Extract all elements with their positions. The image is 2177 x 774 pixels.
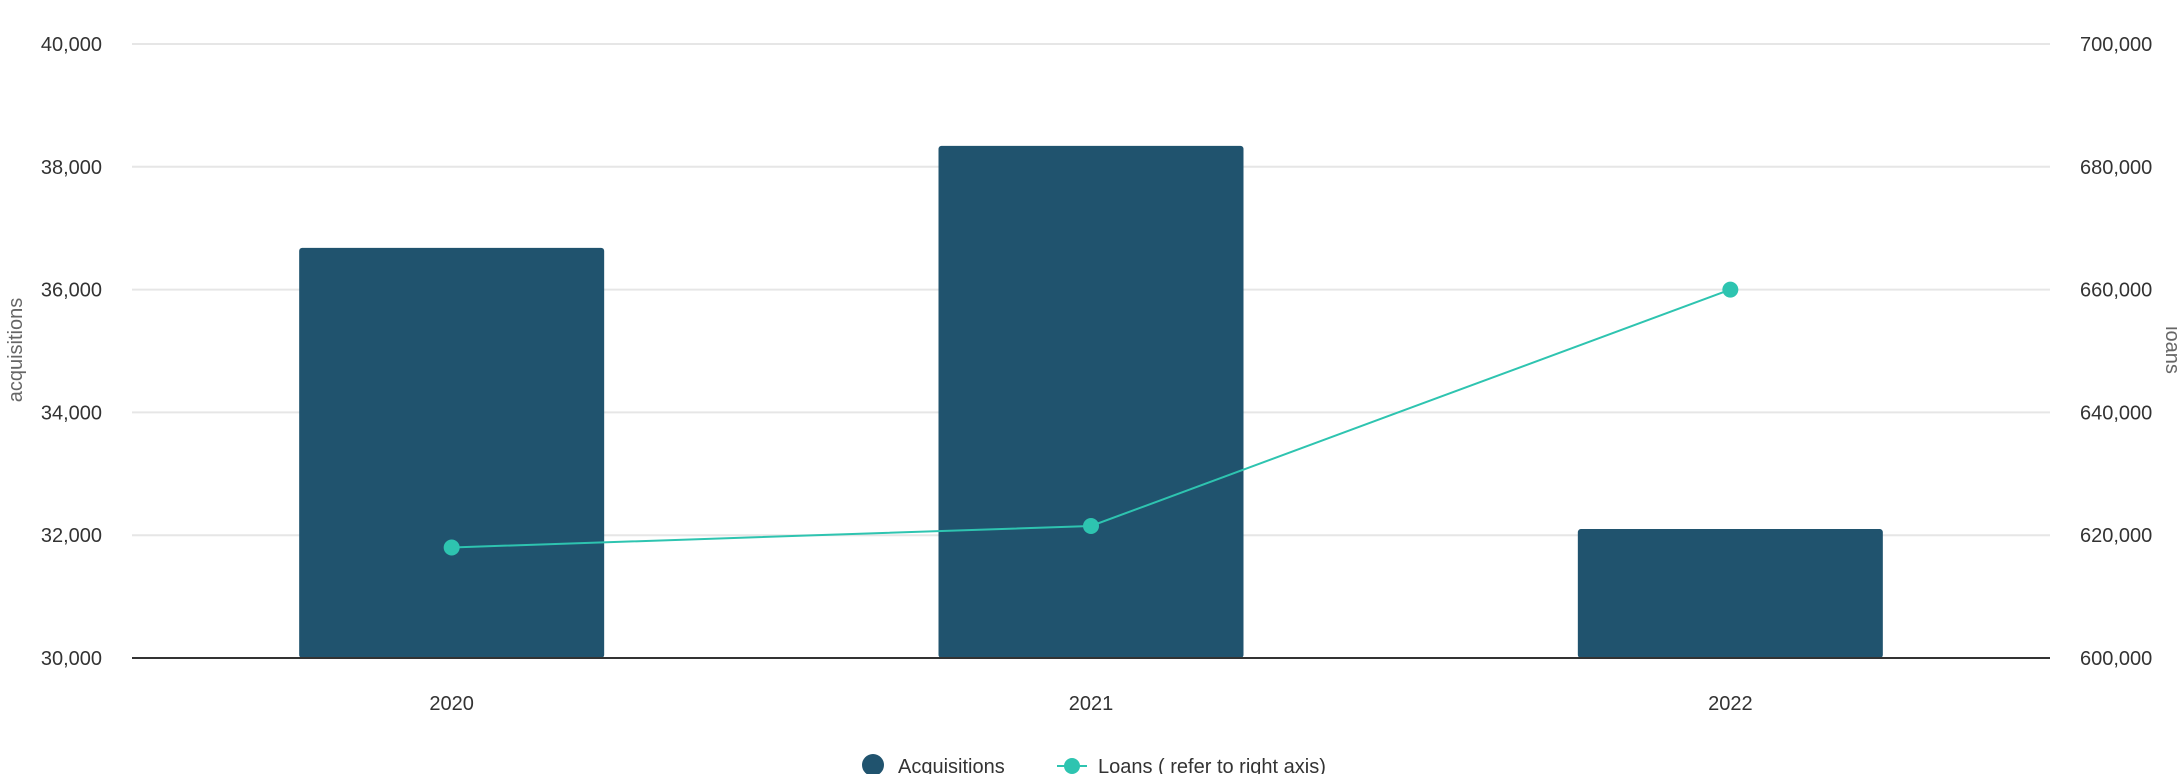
legend-swatch-loans-dot: [1064, 758, 1080, 774]
right-tick-label: 680,000: [2080, 157, 2152, 179]
line-series-loans: [443, 281, 1739, 556]
loans-point-2021: [1083, 517, 1099, 534]
bar-2022: [1577, 529, 1883, 658]
left-tick-label: 38,000: [41, 157, 102, 179]
bar-2020: [299, 247, 605, 658]
legend-item-acquisitions[interactable]: Acquisitions: [862, 754, 1005, 774]
x-tick-label: 2021: [1069, 693, 1114, 715]
left-axis-title: acquisitions: [5, 298, 27, 403]
right-tick-label: 700,000: [2080, 34, 2152, 56]
left-axis-ticks: 30,000 32,000 34,000 36,000 38,000 40,000: [41, 34, 102, 670]
legend-swatch-acquisitions: [862, 754, 884, 774]
x-tick-label: 2022: [1708, 693, 1753, 715]
x-axis-ticks: 2020 2021 2022: [429, 693, 1752, 715]
left-tick-label: 32,000: [41, 525, 102, 547]
loans-point-2020: [443, 539, 460, 556]
left-tick-label: 36,000: [41, 280, 102, 302]
bar-series-acquisitions: [299, 145, 1883, 658]
legend-label-acquisitions: Acquisitions: [898, 756, 1005, 774]
legend-item-loans[interactable]: Loans ( refer to right axis): [1057, 756, 1326, 774]
left-tick-label: 30,000: [41, 648, 102, 670]
right-axis-title: loans: [2161, 326, 2177, 374]
right-axis-ticks: 600,000 620,000 640,000 660,000 680,000 700,0…: [2080, 34, 2152, 670]
right-tick-label: 660,000: [2080, 280, 2152, 302]
right-tick-label: 600,000: [2080, 648, 2152, 670]
x-tick-label: 2020: [429, 693, 474, 715]
legend: Acquisitions Loans ( refer to right axis…: [862, 754, 1326, 774]
loans-point-2022: [1722, 281, 1739, 298]
legend-label-loans: Loans ( refer to right axis): [1098, 756, 1326, 774]
left-tick-label: 40,000: [41, 34, 102, 56]
right-tick-label: 640,000: [2080, 402, 2152, 424]
left-tick-label: 34,000: [41, 402, 102, 424]
right-tick-label: 620,000: [2080, 525, 2152, 547]
bar-2021: [938, 145, 1244, 658]
